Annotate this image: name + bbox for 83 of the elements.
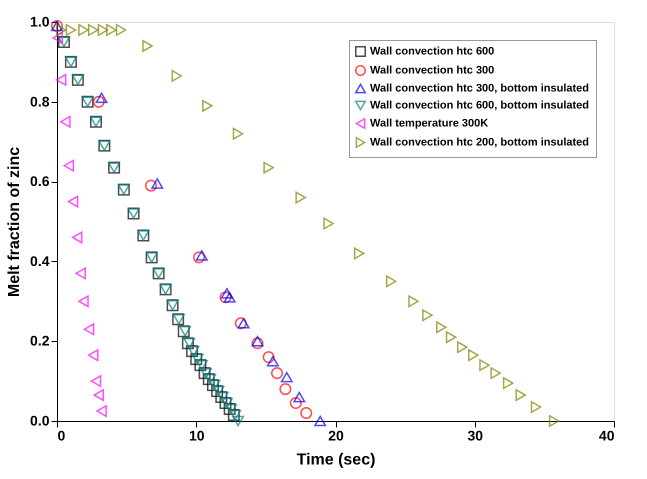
point: [290, 397, 302, 410]
point: [106, 24, 117, 36]
point: [96, 92, 108, 104]
point: [436, 321, 447, 334]
point: [314, 416, 326, 426]
point: [232, 128, 244, 140]
point: [145, 180, 157, 192]
legend-label: Wall convection htc 300: [370, 64, 494, 76]
point: [252, 336, 264, 346]
point: [323, 218, 334, 230]
point: [490, 367, 501, 380]
point: [60, 116, 71, 128]
legend-label: Wall convection htc 300, bottom insulated: [370, 82, 590, 94]
point: [78, 295, 89, 308]
y-tick-label: 0.4: [30, 252, 50, 269]
legend-label: Wall temperature 300K: [370, 118, 488, 130]
legend-label: Wall convection htc 600, bottom insulated: [370, 100, 590, 112]
point: [548, 415, 560, 427]
point: [56, 74, 66, 86]
point: [263, 162, 274, 174]
y-tick-label: 0.8: [30, 93, 50, 110]
point: [202, 100, 213, 112]
point: [279, 383, 292, 396]
point: [151, 178, 164, 189]
point: [293, 392, 306, 402]
y-tick-label: 1.0: [30, 14, 50, 30]
point: [92, 96, 105, 108]
point: [468, 349, 479, 362]
point: [262, 351, 275, 364]
point: [266, 356, 279, 366]
point: [116, 24, 126, 36]
point: [354, 247, 364, 260]
point: [252, 337, 264, 350]
point: [234, 317, 247, 330]
point: [295, 192, 306, 204]
point: [88, 24, 98, 36]
point: [422, 309, 433, 322]
point: [193, 251, 206, 264]
x-tick-label: 40: [598, 428, 615, 444]
point: [98, 24, 108, 36]
point: [300, 407, 312, 420]
point: [530, 401, 542, 414]
x-tick-label: 10: [188, 428, 205, 444]
point: [386, 275, 396, 288]
point: [68, 196, 78, 208]
point: [515, 389, 526, 402]
point: [75, 267, 86, 280]
point: [93, 389, 104, 402]
point: [456, 341, 468, 354]
point: [271, 367, 284, 380]
x-tick-label: 30: [467, 428, 484, 444]
point: [56, 24, 66, 36]
point: [220, 291, 232, 304]
point: [224, 292, 236, 303]
y-tick-label: 0.0: [30, 412, 50, 428]
point: [64, 160, 74, 172]
point: [479, 359, 490, 372]
point: [446, 331, 456, 344]
point: [408, 295, 419, 308]
point: [232, 416, 244, 426]
y-tick-label: 0.2: [30, 332, 50, 349]
point: [52, 32, 63, 44]
point: [502, 377, 514, 390]
point: [88, 349, 98, 362]
point: [280, 372, 293, 382]
point: [84, 323, 94, 336]
point: [196, 250, 208, 261]
point: [66, 24, 76, 36]
point: [238, 318, 250, 329]
x-tick-label: 0: [58, 428, 66, 444]
point: [171, 70, 182, 82]
y-axis-title: Melt fraction of zinc: [6, 146, 24, 298]
y-tick-label: 0.6: [30, 173, 50, 190]
point: [78, 24, 89, 36]
point: [142, 40, 153, 52]
x-tick-label: 20: [328, 428, 344, 444]
point: [72, 231, 82, 244]
point: [96, 405, 107, 418]
legend-label: Wall convection htc 200, bottom insulated: [370, 136, 590, 148]
point: [90, 375, 102, 388]
x-axis-title: Time (sec): [296, 452, 376, 468]
legend-label: Wall convection htc 600: [370, 46, 494, 58]
point: [220, 288, 233, 299]
